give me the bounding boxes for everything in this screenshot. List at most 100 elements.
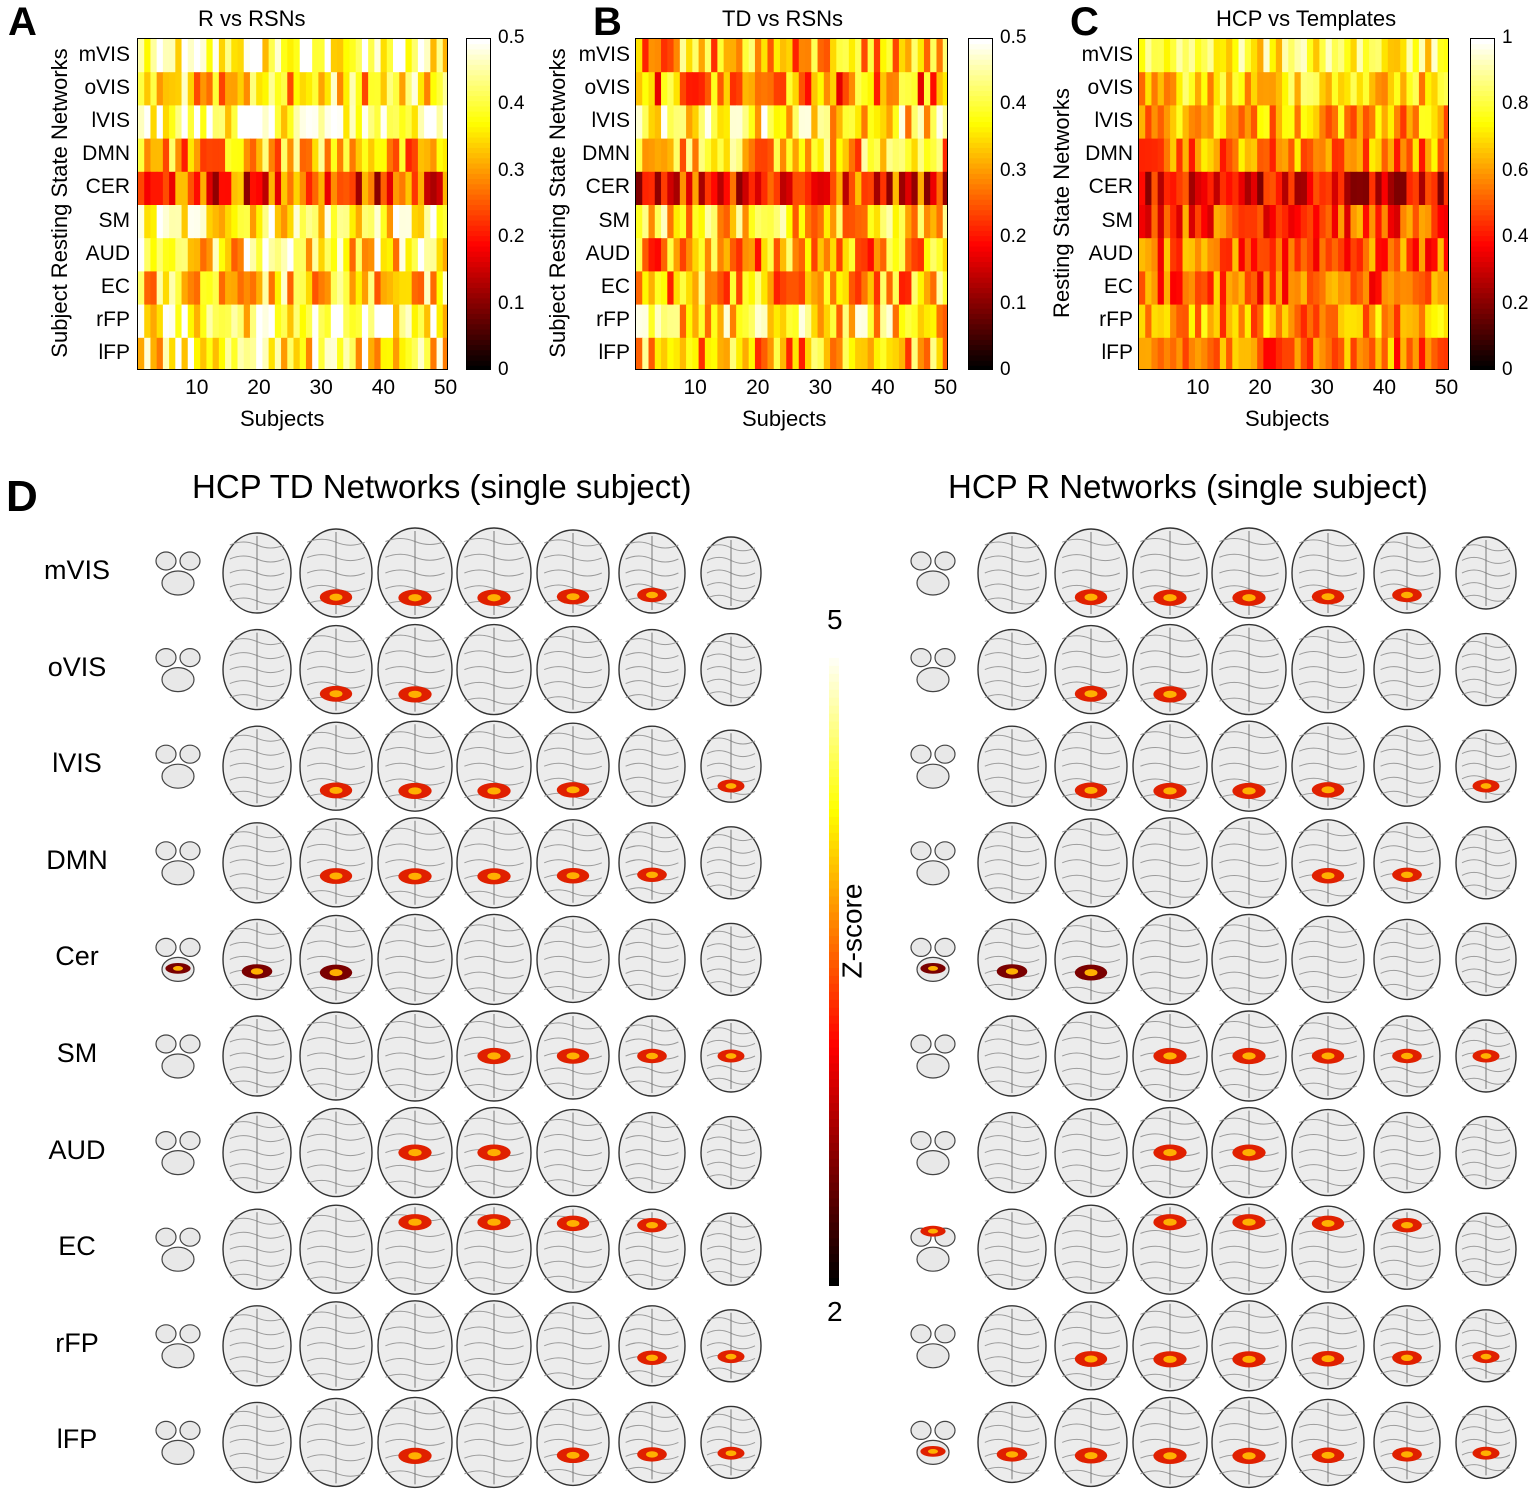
colorbar-step [467, 127, 490, 133]
heat-cell [1269, 171, 1277, 206]
heat-cell [368, 271, 375, 306]
heat-cell [867, 39, 875, 73]
colorbar-step [467, 75, 490, 82]
brain-slice [299, 1301, 373, 1391]
heat-cell [249, 171, 257, 206]
heat-cell [686, 205, 693, 239]
heat-cell [654, 304, 662, 339]
heat-cell [405, 39, 413, 73]
heat-cell [305, 205, 313, 239]
colorbar-step [969, 116, 992, 123]
heat-cell [779, 72, 787, 106]
colorbar-step [467, 267, 490, 274]
heat-cell [736, 171, 744, 206]
heat-cell [436, 171, 444, 206]
heat-cell [1201, 105, 1209, 140]
colorbar-step [1471, 308, 1494, 315]
heat-cell [642, 72, 650, 106]
zscore-colorbar-step [829, 1206, 839, 1216]
heat-cell [761, 39, 769, 73]
brain-slice [536, 1012, 610, 1100]
heat-cell [1443, 105, 1448, 140]
zscore-colorbar-step [829, 952, 839, 961]
heat-cell [1263, 337, 1271, 369]
heat-cell [436, 39, 444, 73]
heat-cell [867, 138, 875, 173]
brain-slice [536, 1398, 610, 1487]
heat-cell [442, 171, 447, 206]
heat-cell [193, 238, 201, 272]
heat-cell [729, 271, 737, 306]
panel-c-title: HCP vs Templates [1216, 6, 1397, 31]
heat-cell [1188, 105, 1196, 140]
zscore-colorbar-step [829, 816, 839, 826]
heat-cell [1331, 304, 1339, 339]
heat-cell [405, 337, 413, 369]
heat-cell [1375, 337, 1383, 369]
activation-peak [1084, 593, 1098, 601]
heat-cell [1288, 238, 1296, 272]
activation-peak [1321, 786, 1335, 794]
colorbar-step [969, 101, 992, 108]
heat-cell [636, 205, 643, 239]
activation-peak [725, 1053, 737, 1059]
heat-cell [830, 39, 837, 73]
heat-cell [698, 205, 706, 239]
heat-cell [1431, 72, 1439, 106]
heat-cell [636, 238, 643, 272]
heat-cell [936, 72, 944, 106]
heat-cell [243, 337, 251, 369]
heat-cell [249, 337, 257, 369]
heat-cell [1344, 105, 1352, 140]
heat-cell [138, 271, 145, 306]
heat-cell [786, 138, 794, 173]
heat-cell [337, 271, 344, 306]
heat-cell [1282, 238, 1289, 272]
panel-a-heatmap [137, 38, 448, 370]
colorbar-tick: 0.2 [1000, 226, 1027, 248]
heat-cell [243, 105, 251, 140]
activation-peak [566, 1219, 580, 1227]
brain-slice [977, 822, 1047, 904]
zscore-axis-label: Z-score [836, 883, 868, 979]
heat-cell [405, 271, 413, 306]
heat-cell [1356, 271, 1364, 306]
heat-cell [436, 138, 444, 173]
brain-slice [977, 1015, 1047, 1097]
brain-slice [1211, 817, 1287, 909]
colorbar-step [467, 199, 490, 206]
heat-cell [736, 138, 744, 173]
heat-cell [181, 304, 189, 339]
heat-cell [1369, 171, 1376, 206]
colorbar-step [969, 137, 992, 144]
activation-peak [1480, 1053, 1492, 1059]
activation-peak [329, 969, 343, 977]
heat-cell [225, 171, 232, 206]
heat-cell [930, 205, 938, 239]
heat-cell [424, 337, 431, 369]
colorbar-step [969, 329, 992, 336]
heat-cell [1406, 337, 1414, 369]
heat-cell [1350, 238, 1358, 272]
heat-cell [817, 304, 825, 339]
heat-cell [175, 304, 183, 339]
heat-cell [848, 39, 856, 73]
brain-slice [1054, 1204, 1128, 1294]
heat-cell [661, 39, 668, 73]
brain-slice [977, 918, 1047, 1001]
colorbar-step [467, 329, 490, 336]
heat-cell [811, 271, 819, 306]
heat-cell [930, 72, 938, 106]
heat-cell [886, 304, 894, 339]
heat-cell [1362, 138, 1370, 173]
zscore-colorbar-step [829, 1127, 839, 1136]
colorbar-step [1471, 225, 1494, 232]
heat-cell [654, 105, 662, 140]
heat-cell [405, 171, 413, 206]
colorbar-step [1471, 246, 1494, 253]
heat-cell [411, 171, 419, 206]
heat-cell [773, 337, 781, 369]
heat-cell [237, 171, 245, 206]
heat-cell [237, 138, 245, 173]
heat-cell [1394, 271, 1401, 306]
